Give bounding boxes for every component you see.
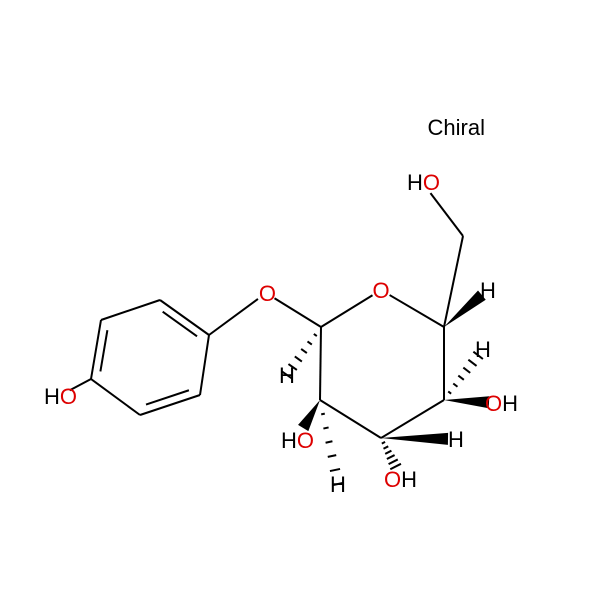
oxygen-label: HO xyxy=(44,384,77,409)
oxygen-label: O xyxy=(372,278,389,303)
oxygen-label: HO xyxy=(281,428,314,453)
molecule-svg: O O HO HO HO OH OH H H H H H Chiral xyxy=(0,0,597,595)
chirality-label: Chiral xyxy=(428,115,485,140)
oxygen-label: O xyxy=(259,281,276,306)
hydrogen-label: H xyxy=(330,472,346,497)
hydrogen-label: H xyxy=(448,427,464,452)
hydrogen-label: H xyxy=(279,363,295,388)
hydrogen-label: H xyxy=(475,337,491,362)
oxygen-label: OH xyxy=(384,467,417,492)
oxygen-label: OH xyxy=(485,391,518,416)
hydrogen-label: H xyxy=(480,278,496,303)
oxygen-label: HO xyxy=(407,170,440,195)
